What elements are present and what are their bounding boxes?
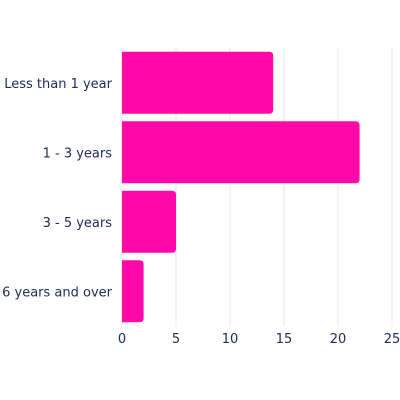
chart-bars [122,51,360,323]
bar-2 [122,190,176,253]
bar-1 [122,121,360,184]
bar-0 [122,51,274,114]
x-tick-label-25: 25 [384,332,400,347]
x-tick-label-10: 10 [222,332,239,347]
category-labels: Less than 1 year 1 - 3 years 3 - 5 years 6 … [2,77,113,301]
category-label-0: Less than 1 year [4,77,112,92]
category-label-3: 6 years and over [2,285,113,300]
category-label-2: 3 - 5 years [43,216,113,231]
bar-3 [122,260,144,323]
category-label-1: 1 - 3 years [43,146,113,161]
x-tick-label-20: 20 [330,332,347,347]
x-tick-label-0: 0 [118,332,126,347]
x-tick-label-5: 5 [172,332,180,347]
x-tick-labels: 0 5 10 15 20 25 [118,332,400,347]
x-tick-label-15: 15 [276,332,293,347]
